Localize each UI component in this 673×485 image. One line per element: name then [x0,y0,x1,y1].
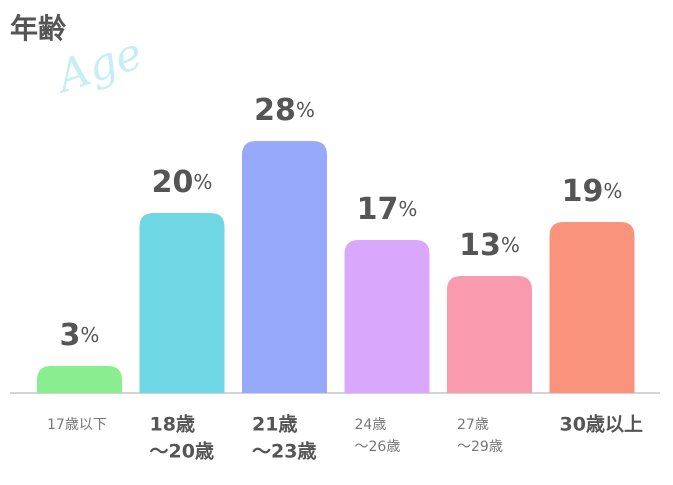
bar [447,276,532,393]
x-tick-label: 〜26歳 [355,439,401,455]
value-label: 28% [254,93,315,128]
x-tick-label: 17歳以下 [47,417,107,433]
x-tick-label: 18歳 [150,414,195,436]
value-label: 13% [459,228,520,263]
bar [549,222,635,393]
value-label: 3% [60,318,100,353]
x-tick-label: 30歳以上 [560,414,643,436]
x-tick-label: 21歳 [252,414,297,436]
x-tick-label: 〜23歳 [252,441,316,463]
x-tick-label: 〜29歳 [457,439,503,455]
bar [242,141,327,393]
x-tick-label: 27歳 [457,417,489,433]
bar [37,366,122,393]
bar [344,240,430,393]
x-tick-label: 〜20歳 [150,441,214,463]
bar [139,213,225,393]
value-label: 17% [357,192,418,227]
chart-title: 年齢 [10,12,66,45]
value-label: 20% [152,165,213,200]
x-tick-label: 24歳 [355,417,387,433]
value-label: 19% [562,174,623,209]
